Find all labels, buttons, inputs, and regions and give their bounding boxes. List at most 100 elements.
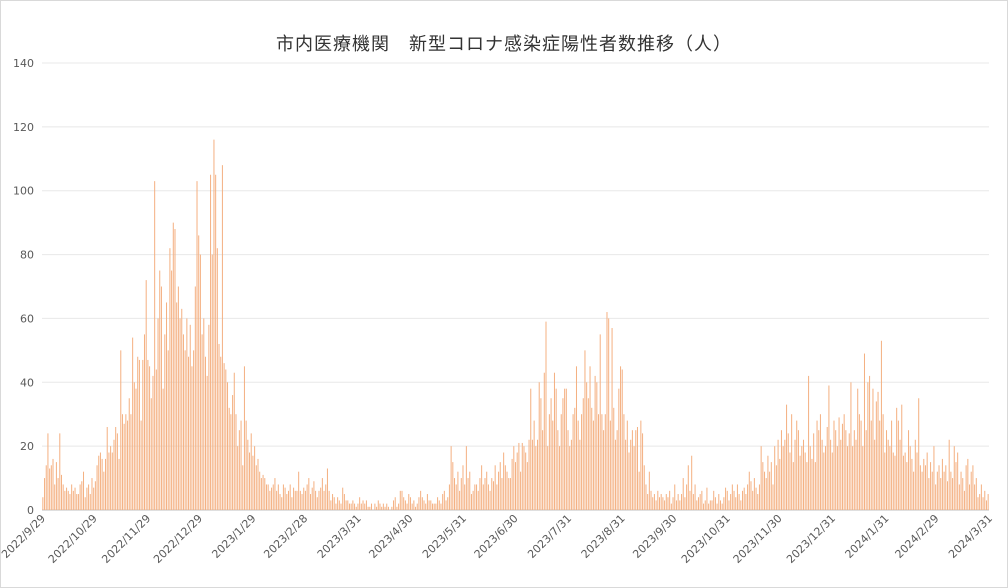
bar bbox=[674, 484, 676, 510]
bar bbox=[508, 478, 510, 510]
bar bbox=[589, 366, 591, 510]
bar bbox=[277, 484, 279, 510]
bar bbox=[575, 366, 577, 510]
bar bbox=[677, 494, 679, 510]
bar bbox=[274, 478, 276, 510]
bar bbox=[167, 350, 169, 510]
bar bbox=[486, 471, 488, 510]
bar bbox=[235, 414, 237, 510]
bar bbox=[911, 458, 913, 510]
bar bbox=[238, 430, 240, 510]
bar bbox=[143, 334, 145, 510]
bar bbox=[360, 503, 362, 510]
bar bbox=[875, 401, 877, 510]
bar bbox=[686, 484, 688, 510]
bar bbox=[901, 404, 903, 510]
bar bbox=[853, 430, 855, 510]
bar bbox=[601, 414, 603, 510]
bar bbox=[426, 494, 428, 510]
bar bbox=[428, 500, 430, 510]
bar bbox=[230, 414, 232, 510]
bar bbox=[865, 430, 867, 510]
bar bbox=[830, 439, 832, 510]
bar bbox=[908, 430, 910, 510]
bar bbox=[667, 497, 669, 510]
bar bbox=[223, 363, 225, 510]
bar bbox=[103, 471, 105, 510]
bar bbox=[176, 302, 178, 510]
y-tick-label: 60 bbox=[20, 312, 34, 325]
bar bbox=[321, 478, 323, 510]
bar bbox=[211, 254, 213, 510]
bar bbox=[975, 478, 977, 510]
bar bbox=[491, 478, 493, 510]
bar bbox=[665, 494, 667, 510]
bar bbox=[521, 442, 523, 510]
bar bbox=[985, 500, 987, 510]
bar bbox=[748, 471, 750, 510]
bar bbox=[662, 497, 664, 510]
bar bbox=[298, 471, 300, 510]
bar bbox=[608, 318, 610, 510]
bar bbox=[67, 490, 69, 510]
bar bbox=[245, 420, 247, 510]
bar bbox=[443, 490, 445, 510]
x-tick-label: 2023/7/31 bbox=[525, 512, 574, 561]
bar bbox=[215, 174, 217, 510]
bar bbox=[257, 458, 259, 510]
bar bbox=[562, 398, 564, 510]
bar bbox=[498, 471, 500, 510]
bar bbox=[631, 430, 633, 510]
bar bbox=[838, 417, 840, 510]
bar bbox=[83, 471, 85, 510]
bar bbox=[747, 484, 749, 510]
bar bbox=[106, 426, 108, 510]
bar bbox=[174, 229, 176, 510]
bar bbox=[476, 484, 478, 510]
bar bbox=[843, 414, 845, 510]
bar bbox=[49, 468, 51, 510]
bar bbox=[701, 490, 703, 510]
bar bbox=[69, 494, 71, 510]
bar bbox=[264, 478, 266, 510]
bar bbox=[421, 497, 423, 510]
bar bbox=[740, 500, 742, 510]
bar bbox=[118, 458, 120, 510]
bar bbox=[770, 462, 772, 510]
bar bbox=[926, 452, 928, 510]
bar bbox=[272, 484, 274, 510]
bar bbox=[232, 395, 234, 510]
bar bbox=[179, 318, 181, 510]
bar bbox=[137, 356, 139, 510]
bar bbox=[357, 503, 359, 510]
bar bbox=[933, 446, 935, 510]
bar bbox=[403, 497, 405, 510]
bar bbox=[140, 420, 142, 510]
bar bbox=[599, 334, 601, 510]
bar bbox=[823, 452, 825, 510]
bar bbox=[974, 484, 976, 510]
bar bbox=[352, 500, 354, 510]
bar bbox=[613, 407, 615, 510]
bar bbox=[845, 430, 847, 510]
bar bbox=[86, 487, 88, 510]
bar bbox=[89, 494, 91, 510]
bar bbox=[276, 490, 278, 510]
bar bbox=[503, 452, 505, 510]
bar bbox=[657, 490, 659, 510]
x-tick-label: 2024/3/31 bbox=[946, 512, 995, 561]
bar bbox=[670, 503, 672, 510]
bar bbox=[254, 446, 256, 510]
y-tick-label: 120 bbox=[13, 121, 34, 134]
bar bbox=[928, 478, 930, 510]
bar bbox=[967, 458, 969, 510]
bar bbox=[902, 455, 904, 510]
bar bbox=[787, 433, 789, 510]
bar bbox=[841, 423, 843, 510]
bar bbox=[72, 490, 74, 510]
bar bbox=[719, 500, 721, 510]
bar bbox=[857, 388, 859, 510]
bar bbox=[923, 458, 925, 510]
bar bbox=[797, 430, 799, 510]
bar bbox=[96, 465, 98, 510]
